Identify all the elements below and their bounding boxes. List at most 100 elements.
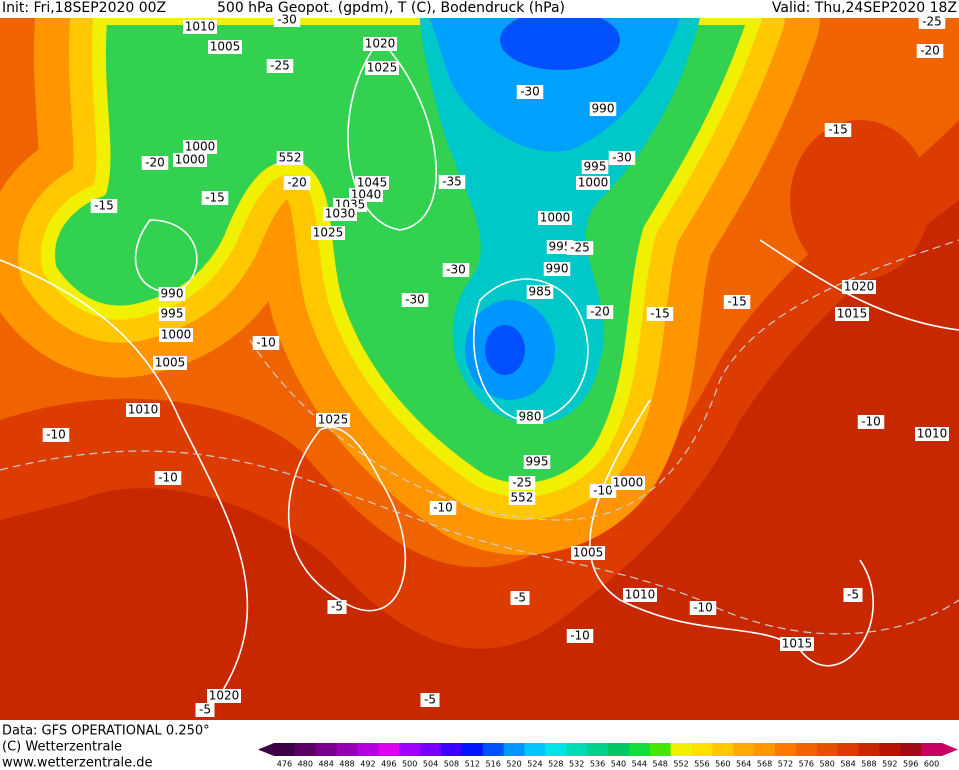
label-box	[523, 455, 551, 469]
contour-label: 985	[529, 285, 552, 299]
colorbar-label: 516	[486, 760, 501, 769]
contour-label: -15	[727, 295, 747, 309]
label-box	[126, 403, 160, 417]
colorbar-swatch	[795, 743, 818, 756]
contour-label: 1010	[185, 20, 216, 34]
contour-label: 1030	[325, 207, 356, 221]
data-source: Data: GFS OPERATIONAL 0.250°	[2, 724, 210, 739]
colorbar-swatch	[357, 743, 379, 756]
contour-label: -25	[922, 15, 942, 29]
label-box	[158, 287, 186, 301]
colorbar-swatch	[274, 743, 296, 756]
colorbar-label: 544	[632, 760, 647, 769]
contour-label: -10	[46, 428, 66, 442]
label-box	[589, 484, 617, 498]
map-field	[0, 18, 959, 720]
label-box	[365, 61, 399, 75]
contour-label: -10	[861, 415, 881, 429]
label-box	[566, 629, 594, 643]
contour-label: 1015	[782, 637, 813, 651]
label-box	[90, 199, 118, 213]
label-box	[646, 307, 674, 321]
contour-label: -30	[405, 293, 425, 307]
colorbar-label: 508	[444, 760, 459, 769]
label-box	[173, 153, 207, 167]
contour-label: 1005	[155, 356, 186, 370]
label-box	[543, 262, 571, 276]
colorbar-label: 588	[861, 760, 876, 769]
label-box	[401, 293, 429, 307]
label-box	[508, 491, 536, 505]
contour-label: 1010	[625, 588, 656, 602]
contour-label: -5	[199, 703, 211, 717]
contour-label: -15	[94, 199, 114, 213]
contour-label: 1025	[313, 226, 344, 240]
colorbar-swatch	[399, 743, 421, 756]
colorbar-label: 512	[465, 760, 480, 769]
label-box	[581, 160, 609, 174]
contour-label: -30	[446, 263, 466, 277]
colorbar-label: 500	[402, 760, 417, 769]
contour-label: -15	[828, 123, 848, 137]
contour-label: 1005	[573, 546, 604, 560]
label-box	[723, 295, 751, 309]
contour-label: 1000	[578, 176, 609, 190]
contour-label: -20	[287, 176, 307, 190]
contour-label: -10	[158, 471, 178, 485]
label-box	[538, 211, 572, 225]
colorbar: 476 480 484 488 492 496 500 504 508 512 516 520 524 5…	[258, 743, 958, 769]
contour-label: 1045	[357, 176, 388, 190]
colorbar-swatch	[420, 743, 442, 756]
label-box	[183, 20, 217, 34]
colorbar-swatch	[608, 743, 630, 756]
colorbar-swatch	[628, 743, 651, 756]
contour-label: 995	[526, 455, 549, 469]
colorbar-label: 480	[298, 760, 313, 769]
colorbar-swatch	[294, 743, 317, 756]
label-box	[201, 191, 229, 205]
label-box	[611, 476, 645, 490]
label-box	[526, 285, 554, 299]
contour-label: -5	[847, 588, 859, 602]
colorbar-swatch	[587, 743, 609, 756]
colorbar-swatch	[816, 743, 839, 756]
colorbar-label: 524	[527, 760, 542, 769]
label-box	[323, 207, 357, 221]
colorbar-label: 552	[673, 760, 688, 769]
contour-label: -30	[520, 85, 540, 99]
contour-label: -20	[920, 44, 940, 58]
colorbar-swatch	[378, 743, 400, 756]
colorbar-label: 600	[924, 760, 939, 769]
colorbar-label: 488	[339, 760, 354, 769]
label-box	[316, 413, 350, 427]
label-box	[141, 156, 169, 170]
label-box	[516, 85, 544, 99]
label-box	[916, 44, 944, 58]
contour-label: -25	[270, 59, 290, 73]
contour-label: -15	[205, 191, 225, 205]
contour-label: 995	[584, 160, 607, 174]
label-box	[266, 59, 294, 73]
label-box	[571, 546, 605, 560]
colorbar-label: 576	[799, 760, 814, 769]
label-box	[918, 15, 946, 29]
colorbar-swatch	[566, 743, 588, 756]
colorbar-swatch	[315, 743, 338, 756]
colorbar-swatch	[461, 743, 484, 756]
label-box	[442, 263, 470, 277]
label-box	[276, 151, 304, 165]
contour-label: 552	[511, 491, 534, 505]
label-box	[915, 427, 949, 441]
label-box	[311, 226, 345, 240]
contour-label: 995	[549, 240, 572, 254]
label-box	[208, 40, 242, 54]
label-box	[438, 175, 466, 189]
contour-label: -25	[570, 241, 590, 255]
colorbar-swatch	[670, 743, 692, 756]
contour-label: -15	[650, 307, 670, 321]
contour-label: 1000	[161, 328, 192, 342]
label-box	[327, 600, 347, 614]
label-box	[252, 336, 280, 350]
colorbar-label: 536	[590, 760, 605, 769]
